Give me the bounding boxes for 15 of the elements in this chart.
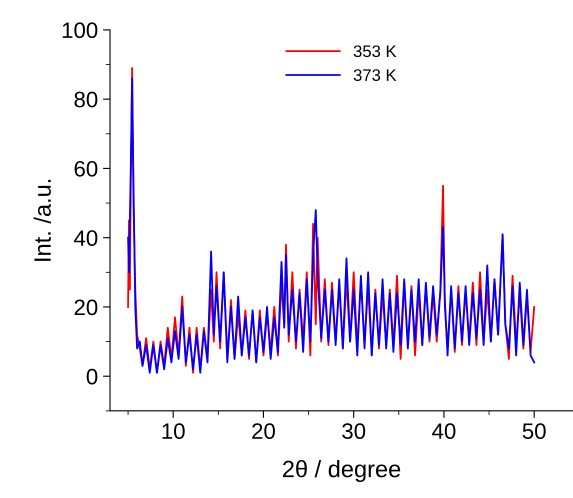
- x-tick-label: 20: [252, 423, 275, 439]
- y-tick-label: 80: [74, 92, 98, 108]
- y-axis-title: Int. /a.u.: [34, 180, 51, 261]
- y-tick-label: 60: [74, 160, 98, 177]
- y-tick-label: 20: [74, 299, 98, 316]
- legend-label: 353 K: [354, 45, 396, 58]
- x-tick-label: 10: [162, 423, 185, 439]
- x-tick-label: 40: [432, 423, 456, 439]
- x-axis-title: 2θ / degree: [282, 460, 400, 482]
- y-tick-label: 40: [74, 230, 98, 246]
- x-tick-label: 50: [522, 423, 546, 439]
- legend-label: 373 K: [354, 69, 396, 81]
- y-tick-label: 100: [62, 22, 98, 38]
- x-tick-label: 30: [342, 423, 366, 439]
- y-tick-label: 0: [86, 368, 98, 384]
